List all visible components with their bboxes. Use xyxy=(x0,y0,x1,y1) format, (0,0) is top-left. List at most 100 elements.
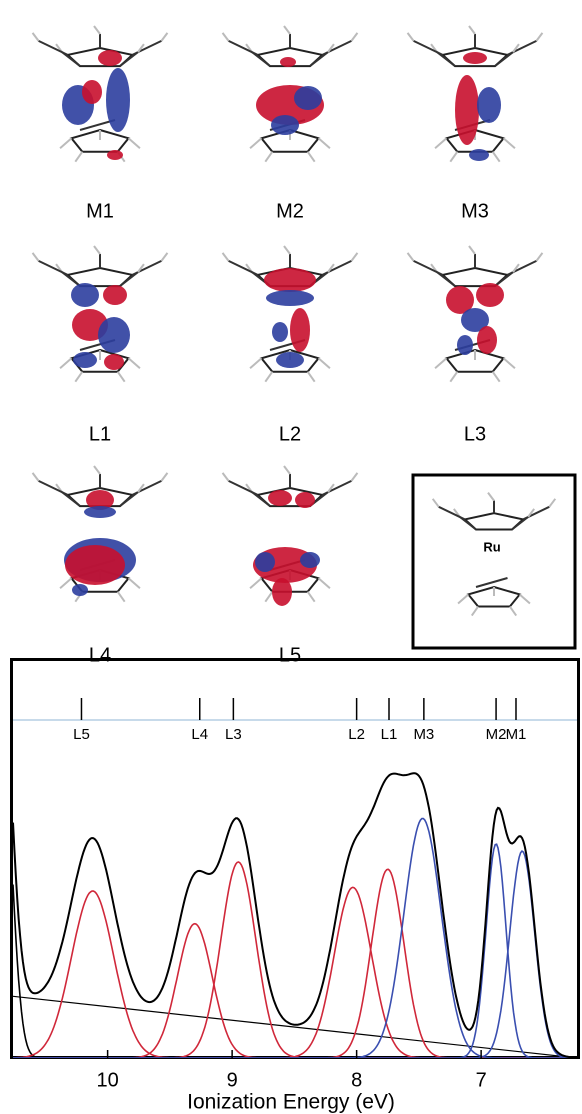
hydrogen xyxy=(493,152,500,162)
bond xyxy=(476,578,508,587)
x-tick-label: 9 xyxy=(227,1069,238,1091)
hydrogen xyxy=(435,138,446,148)
orbital-lobe xyxy=(290,308,310,352)
orbital-lobe xyxy=(294,86,322,110)
x-tick-label: 10 xyxy=(96,1069,118,1091)
hydrogen xyxy=(351,473,357,481)
orbital-lobe xyxy=(72,584,88,596)
hydrogen xyxy=(265,372,272,382)
hydrogen xyxy=(308,372,315,382)
bond xyxy=(229,41,258,55)
hydrogen xyxy=(161,473,167,481)
hydrogen xyxy=(94,26,100,34)
hydrogen xyxy=(284,246,290,254)
assignment-label: M2 xyxy=(486,726,507,743)
assignment-label: M3 xyxy=(413,726,434,743)
bond xyxy=(414,261,443,275)
fit-component xyxy=(13,887,577,1058)
orbital-label: L5 xyxy=(279,644,301,666)
hydrogen xyxy=(504,358,515,368)
orbital-lobe xyxy=(457,335,473,355)
hydrogen xyxy=(450,372,457,382)
orbital-lobe xyxy=(98,50,122,66)
hydrogen xyxy=(223,33,229,41)
hydrogen xyxy=(118,372,125,382)
assignment-label: L1 xyxy=(381,726,398,743)
hydrogen xyxy=(520,594,530,603)
hydrogen xyxy=(161,253,167,261)
assignment-label: L5 xyxy=(73,726,90,743)
x-axis-label: Ionization Energy (eV) xyxy=(187,1091,395,1114)
hydrogen xyxy=(33,253,39,261)
hydrogen xyxy=(469,246,475,254)
hydrogen xyxy=(60,578,71,588)
orbital-lobe xyxy=(272,578,292,606)
hydrogen xyxy=(536,33,542,41)
hydrogen xyxy=(250,138,261,148)
hydrogen xyxy=(223,473,229,481)
hydrogen xyxy=(469,26,475,34)
hydrogen xyxy=(223,253,229,261)
orbital-lobe xyxy=(103,285,127,305)
hydrogen xyxy=(493,372,500,382)
orbital-lobe xyxy=(476,283,504,307)
hydrogen xyxy=(351,253,357,261)
hydrogen xyxy=(33,473,39,481)
fit-component xyxy=(13,862,577,1058)
fit-component xyxy=(13,885,577,1059)
assignment-label: L3 xyxy=(225,726,242,743)
orbital-label: L3 xyxy=(464,423,486,445)
orbital-image xyxy=(33,246,168,382)
bond xyxy=(439,507,465,520)
inset-label: Ru xyxy=(483,539,500,554)
bond xyxy=(414,41,443,55)
plot-area xyxy=(13,773,577,1058)
figure: Ru Ionization Energy (eV) M1M2M3L1L2L3L4… xyxy=(0,0,582,1114)
orbital-label: M2 xyxy=(276,200,304,222)
bond xyxy=(39,41,68,55)
hydrogen xyxy=(161,33,167,41)
hydrogen xyxy=(94,246,100,254)
orbital-lobe xyxy=(268,490,292,506)
fit-component xyxy=(13,924,577,1058)
hydrogen xyxy=(536,253,542,261)
hydrogen xyxy=(129,138,140,148)
fit-component xyxy=(13,844,577,1058)
hydrogen xyxy=(129,358,140,368)
orbital-lobe xyxy=(264,268,316,292)
orbital-label: L2 xyxy=(279,423,301,445)
hydrogen xyxy=(510,607,516,616)
fit-component xyxy=(13,891,577,1058)
hydrogen xyxy=(308,152,315,162)
hydrogen xyxy=(319,358,330,368)
orbital-lobe xyxy=(300,552,320,568)
orbital-lobe xyxy=(84,506,116,518)
hydrogen xyxy=(75,152,82,162)
hydrogen xyxy=(284,26,290,34)
bond xyxy=(229,261,258,275)
bond xyxy=(39,261,68,275)
hydrogen xyxy=(504,138,515,148)
orbital-lobe xyxy=(295,492,315,508)
orbital-image xyxy=(33,466,168,602)
hydrogen xyxy=(94,466,100,474)
orbital-image xyxy=(33,26,168,162)
orbital-lobe xyxy=(455,75,479,145)
orbital-image xyxy=(408,246,543,382)
assignment-label: M1 xyxy=(506,726,527,743)
orbital-label: M1 xyxy=(86,200,114,222)
bond xyxy=(39,481,68,495)
hydrogen xyxy=(408,33,414,41)
orbital-label: M3 xyxy=(461,200,489,222)
assignment-label: L4 xyxy=(191,726,208,743)
bond xyxy=(229,481,258,495)
hydrogen xyxy=(319,138,330,148)
plot-frame xyxy=(12,660,579,1058)
hydrogen xyxy=(250,358,261,368)
hydrogen xyxy=(351,33,357,41)
baseline xyxy=(13,996,577,1058)
hydrogen xyxy=(549,499,555,507)
orbital-lobe xyxy=(272,322,288,342)
orbital-lobe xyxy=(82,80,102,104)
hydrogen xyxy=(60,138,71,148)
